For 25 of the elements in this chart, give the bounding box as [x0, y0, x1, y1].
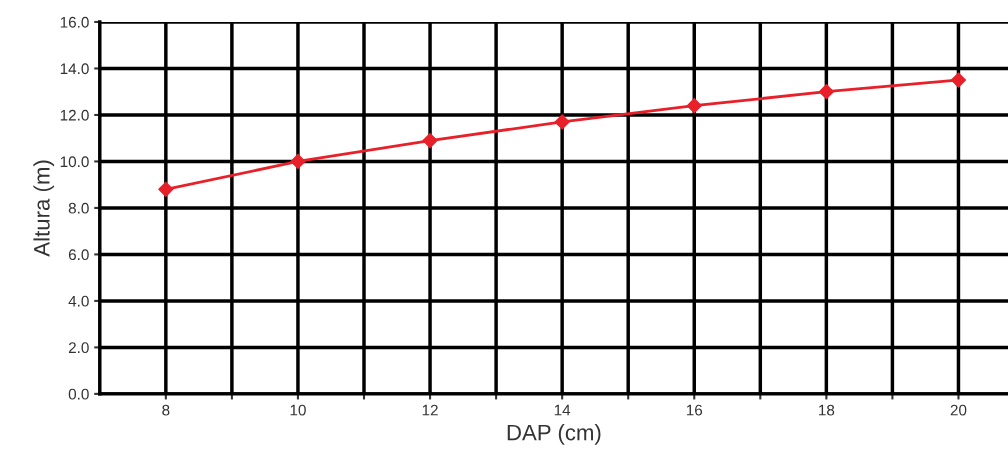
x-tick-label: 16 [686, 404, 703, 416]
x-axis-title: DAP (cm) [507, 424, 601, 445]
point [554, 114, 570, 130]
y-axis-title: Altura (m) [33, 160, 55, 257]
x-tick-label: 8 [162, 404, 170, 416]
point [818, 84, 834, 100]
point [950, 72, 967, 88]
y-tick-label: 0.0 [68, 388, 89, 400]
y-tick-label: 6.0 [68, 249, 89, 261]
point [422, 132, 438, 149]
x-tick-label: 10 [290, 404, 306, 416]
y-tick-label: 10.0 [60, 156, 89, 168]
y-tick-label: 2.0 [68, 342, 89, 354]
x-tick-label: 18 [819, 404, 835, 416]
y-tick-label: 12.0 [60, 109, 89, 121]
x-tick-label: 14 [554, 404, 571, 416]
x-tick-label: 20 [950, 404, 967, 416]
x-tick-label: 12 [422, 404, 438, 416]
y-tick-label: 8.0 [68, 202, 89, 214]
point [158, 181, 174, 197]
y-tick-label: 14.0 [60, 63, 89, 75]
y-tick-label: 16.0 [60, 16, 89, 28]
y-tick-label: 4.0 [68, 295, 89, 307]
point [290, 153, 306, 170]
point [686, 98, 702, 114]
